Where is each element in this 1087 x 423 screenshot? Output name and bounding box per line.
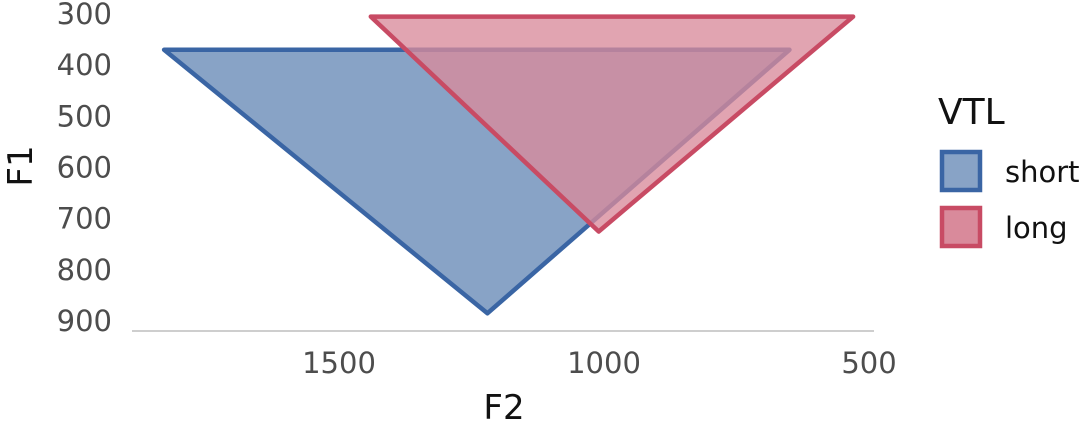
y-tick-label: 700 [57, 202, 112, 236]
x-tick-label: 1500 [302, 346, 376, 380]
y-tick-label: 800 [57, 253, 112, 287]
x-tick-labels: 1500 1000 500 [302, 346, 897, 380]
legend-label-short: short [1005, 155, 1080, 189]
series-area-long [368, 14, 856, 234]
legend-swatch-short [939, 149, 983, 193]
y-tick-label: 400 [57, 48, 112, 82]
y-tick-label: 600 [57, 151, 112, 185]
x-axis-title: F2 [483, 388, 524, 423]
x-tick-label: 500 [841, 346, 896, 380]
plot-area [161, 14, 856, 316]
legend: VTL short long [938, 92, 1080, 249]
y-tick-labels: 300 400 500 600 700 800 900 [57, 0, 112, 338]
x-tick-label: 1000 [567, 346, 641, 380]
legend-swatch-long [939, 205, 983, 249]
y-tick-label: 300 [57, 0, 112, 31]
legend-title: VTL [938, 92, 1005, 133]
legend-label-long: long [1005, 211, 1068, 245]
y-axis-title: F1 [1, 145, 41, 186]
y-tick-label: 900 [57, 304, 112, 338]
y-tick-label: 500 [57, 99, 112, 133]
